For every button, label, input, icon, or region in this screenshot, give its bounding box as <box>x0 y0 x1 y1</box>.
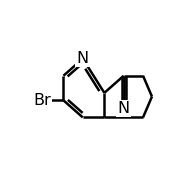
Text: N: N <box>77 51 89 66</box>
Text: N: N <box>118 101 130 116</box>
Text: Br: Br <box>33 93 51 108</box>
